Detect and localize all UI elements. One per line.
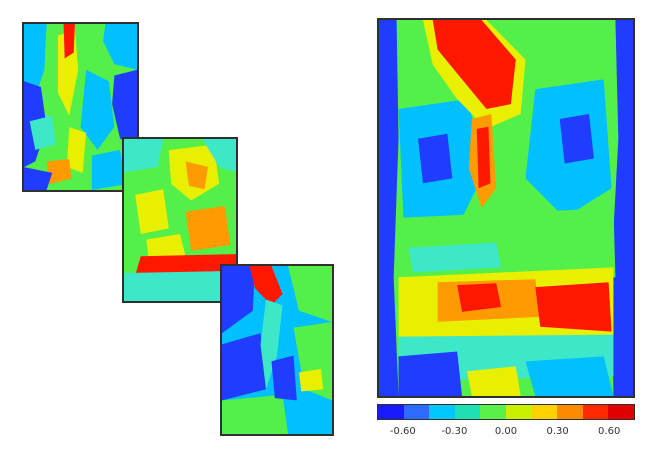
- heatmap-1-image: [24, 24, 137, 190]
- colorbar: [377, 404, 635, 420]
- colorbar-segment: [403, 405, 430, 419]
- colorbar-segment: [378, 405, 404, 419]
- colorbar-segment: [505, 405, 532, 419]
- heatmap-panel-large: [377, 18, 635, 398]
- colorbar-tick-label: -0.30: [441, 426, 468, 437]
- colorbar-legend: -0.60 -0.30 0.00 0.30 0.60: [377, 404, 635, 448]
- colorbar-segment: [429, 405, 455, 419]
- heatmap-3-image: [222, 266, 332, 434]
- colorbar-tick-label: -0.60: [389, 426, 416, 437]
- heatmap-large-image: [379, 20, 633, 396]
- colorbar-segment: [582, 405, 609, 419]
- colorbar-ticks: -0.60 -0.30 0.00 0.30 0.60: [377, 426, 635, 444]
- heatmap-panel-2: [122, 137, 238, 303]
- colorbar-tick-label: 0.30: [546, 426, 569, 437]
- heatmap-2-image: [124, 139, 236, 301]
- colorbar-segment: [454, 405, 481, 419]
- heatmap-panel-3: [220, 264, 334, 436]
- colorbar-tick-label: 0.00: [494, 426, 518, 437]
- heatmap-panel-1: [22, 22, 139, 192]
- colorbar-tick-label: 0.60: [598, 426, 621, 437]
- colorbar-segment: [608, 405, 634, 419]
- colorbar-segment: [531, 405, 558, 419]
- colorbar-segment: [557, 405, 583, 419]
- colorbar-segment: [480, 405, 506, 419]
